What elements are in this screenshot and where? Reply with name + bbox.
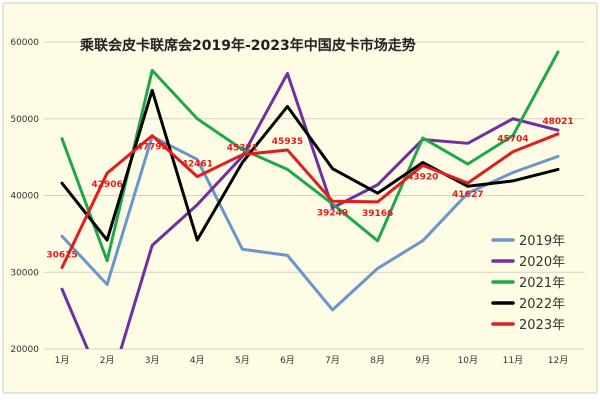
legend-label: 2022年 [519, 297, 565, 312]
series-line [60, 132, 560, 270]
series-line [60, 88, 560, 242]
data-label: 45321 [227, 144, 258, 154]
x-tick-label: 6月 [280, 355, 295, 366]
data-label: 39249 [317, 208, 348, 218]
x-tick-label: 4月 [190, 355, 205, 366]
series-layer [60, 50, 560, 349]
x-tick-label: 8月 [370, 355, 385, 366]
data-label: 42906 [91, 180, 122, 190]
data-label: 45704 [497, 135, 528, 145]
y-tick-label: 50000 [10, 115, 39, 125]
series-line [60, 134, 560, 312]
legend: 2019年 2020年 2021年 2022年 2023年 [491, 234, 565, 333]
x-tick-label: 11月 [503, 355, 523, 366]
x-axis-ticks: 1月 2月 3月 4月 5月 6月 7月 8月 9月 10月 11月 12月 [55, 355, 569, 366]
y-tick-label: 60000 [10, 38, 39, 48]
chart-background [2, 2, 598, 394]
series-line [60, 71, 560, 349]
data-label-layer: 30615 42906 47798 42461 45321 45935 39249 39166… [46, 117, 573, 261]
data-label: 41627 [452, 190, 483, 200]
x-tick-label: 7月 [325, 355, 340, 366]
x-tick-label: 3月 [145, 355, 160, 366]
data-label: 47798 [137, 143, 168, 153]
data-label: 43920 [407, 172, 438, 182]
y-tick-label: 20000 [10, 345, 39, 355]
legend-label: 2021年 [519, 276, 565, 291]
x-tick-label: 9月 [415, 355, 430, 366]
data-label: 45935 [272, 137, 303, 147]
legend-label: 2020年 [519, 255, 565, 270]
y-tick-label: 30000 [10, 268, 39, 278]
x-tick-label: 5月 [235, 355, 250, 366]
legend-label: 2023年 [519, 318, 565, 333]
x-tick-label: 10月 [458, 355, 478, 366]
y-axis-ticks: 20000 30000 40000 50000 60000 [10, 38, 39, 355]
x-tick-label: 2月 [100, 355, 115, 366]
legend-label: 2019年 [519, 234, 565, 249]
x-tick-label: 12月 [548, 355, 568, 366]
y-tick-label: 40000 [10, 192, 39, 202]
data-label: 39166 [362, 209, 393, 219]
x-tick-label: 1月 [55, 355, 70, 366]
series-line [60, 50, 560, 263]
data-label: 48021 [542, 117, 573, 127]
data-label: 42461 [182, 160, 213, 170]
data-label: 30615 [46, 251, 77, 261]
chart-title: 乘联会皮卡联席会2019年-2023年中国皮卡市场走势 [79, 37, 416, 54]
